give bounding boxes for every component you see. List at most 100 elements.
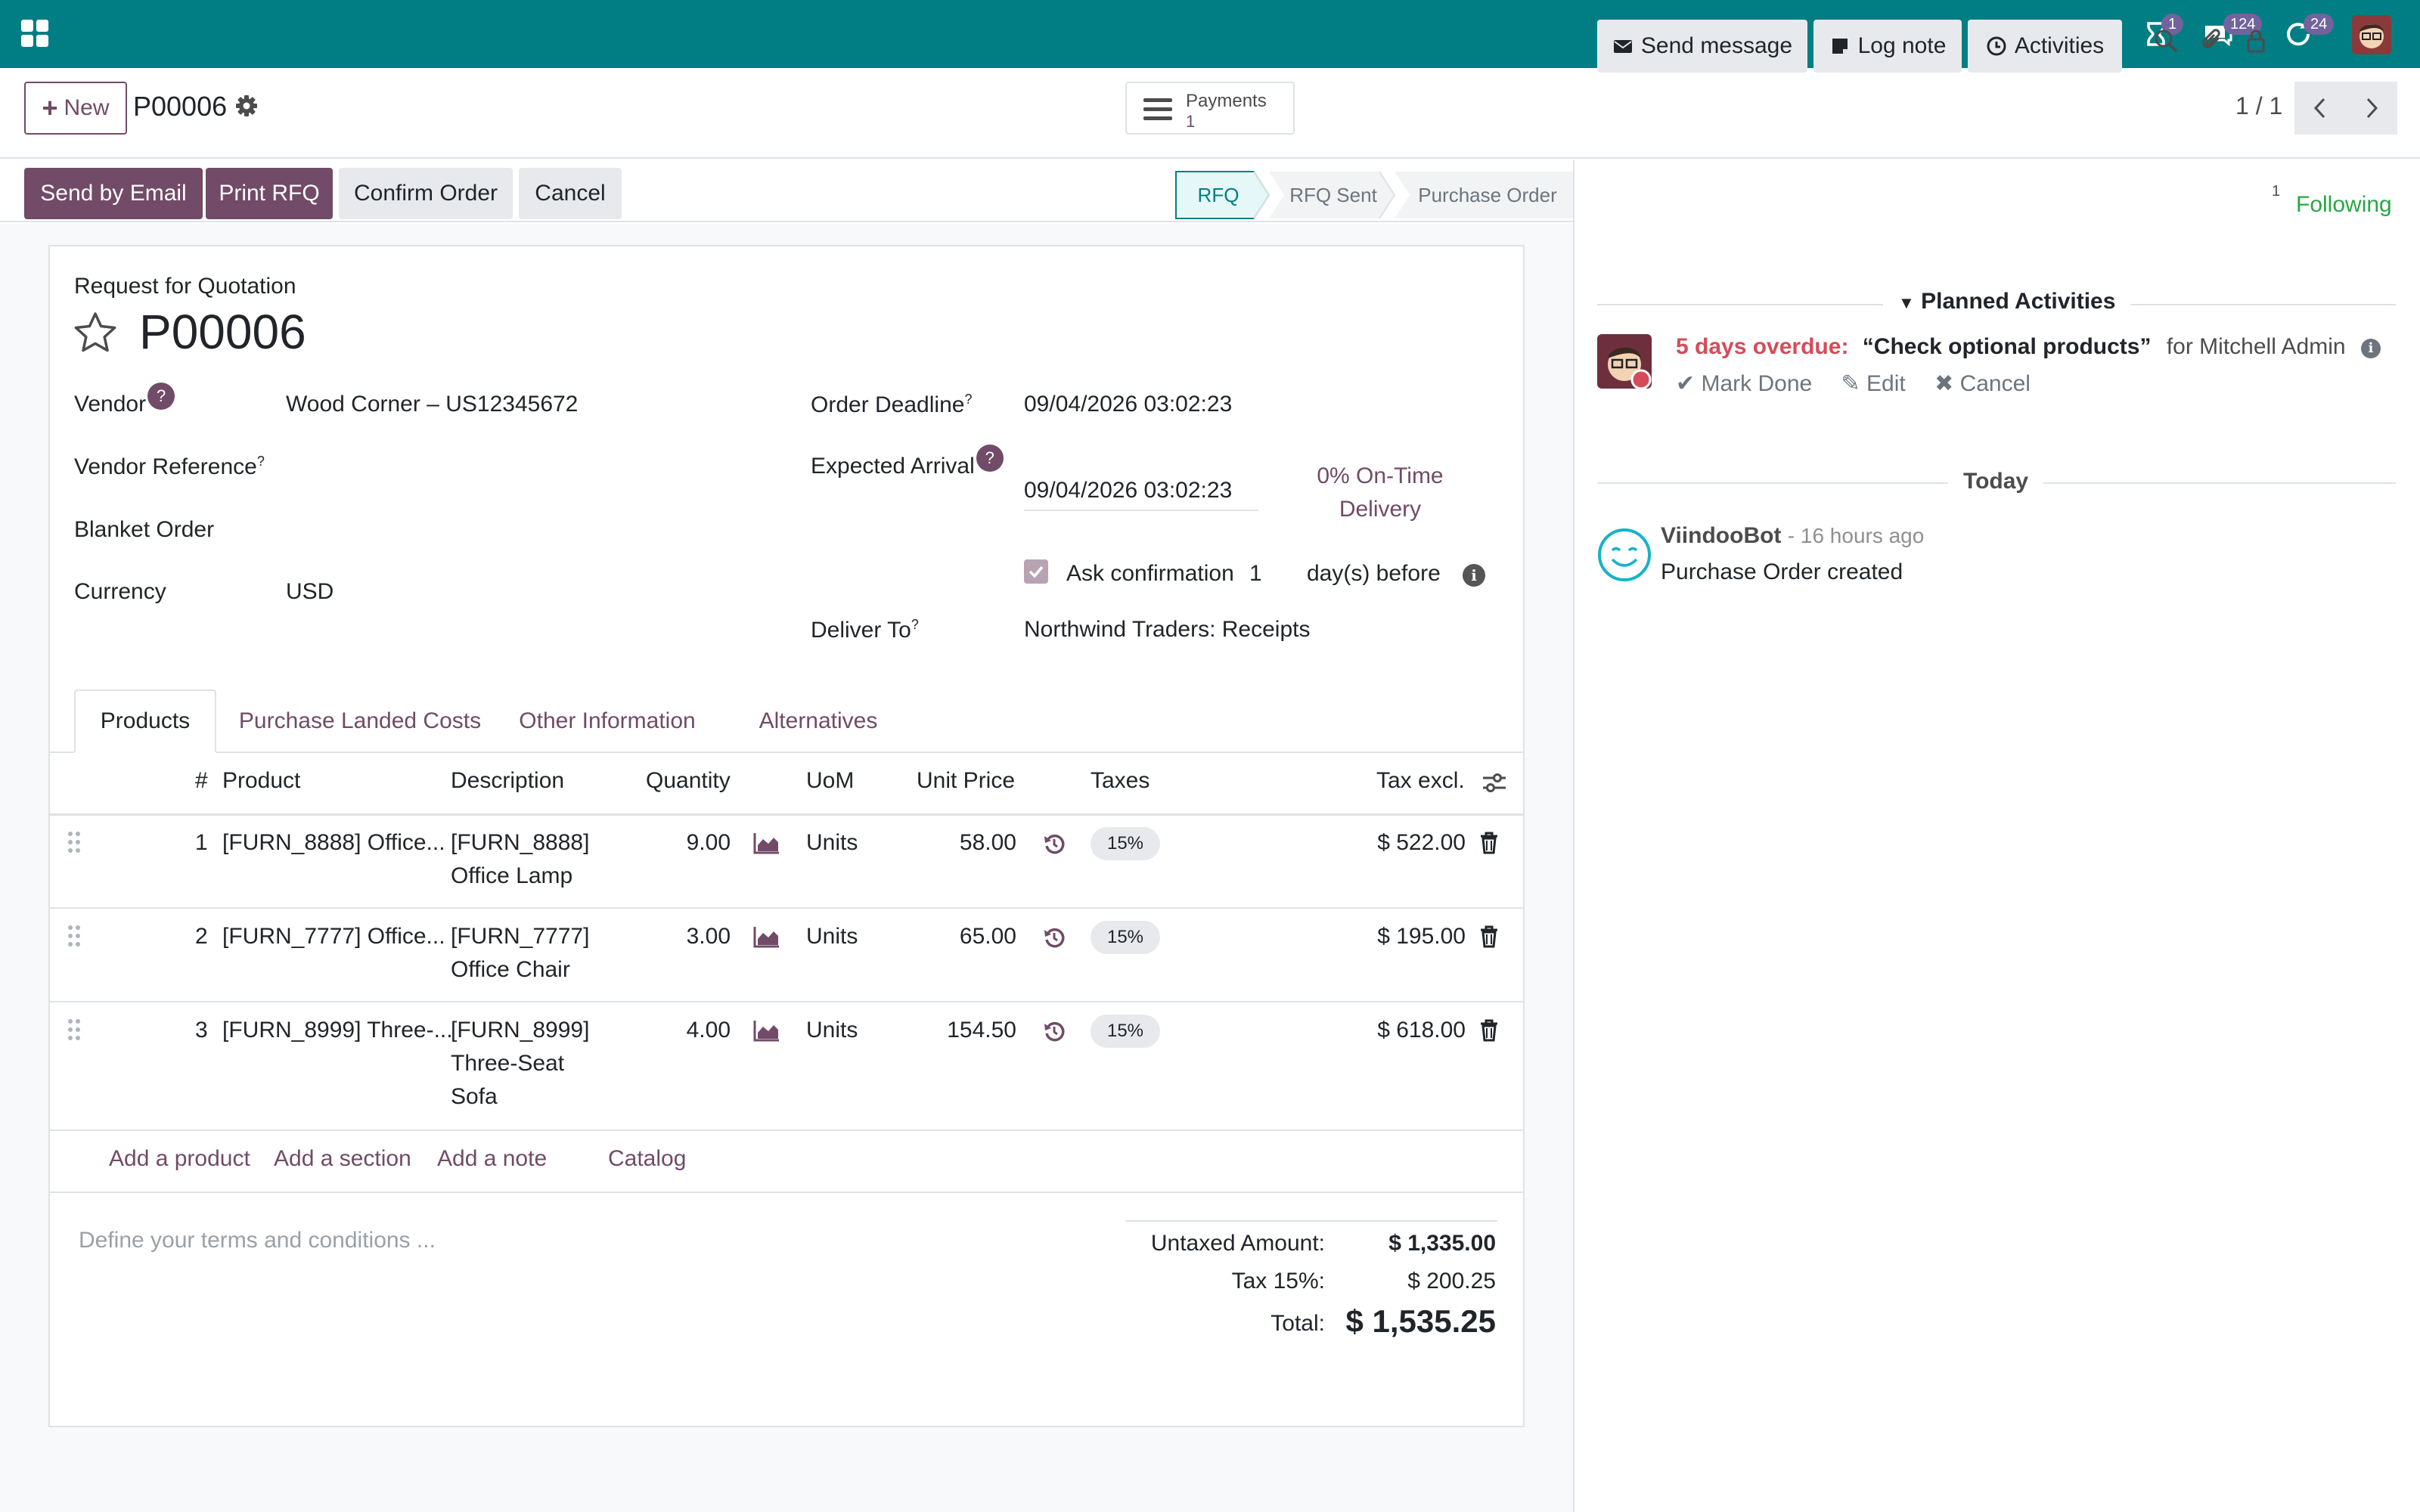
row-unit-price[interactable]: 154.50 <box>947 1018 1016 1043</box>
drag-handle-icon[interactable] <box>68 925 83 948</box>
row-unit-price[interactable]: 65.00 <box>959 924 1016 949</box>
tax-tag[interactable]: 15% <box>1091 921 1160 954</box>
price-history-icon[interactable] <box>1042 1019 1066 1043</box>
area-chart-icon[interactable] <box>753 832 780 854</box>
col-header-tax-excl[interactable]: Tax excl. <box>1376 768 1465 793</box>
row-product[interactable]: [FURN_8999] Three-... <box>222 1018 453 1043</box>
activity-info-icon[interactable]: i <box>2360 339 2381 358</box>
gear-icon[interactable] <box>234 94 259 118</box>
row-quantity[interactable]: 9.00 <box>686 830 731 855</box>
notebook-tabs: Products Purchase Landed Costs Other Inf… <box>48 689 1525 753</box>
row-description-line3[interactable]: Sofa <box>451 1084 498 1109</box>
vendor-reference-field[interactable] <box>286 451 740 484</box>
optional-columns-icon[interactable] <box>1481 770 1508 795</box>
trash-icon[interactable] <box>1479 832 1499 854</box>
row-quantity[interactable]: 4.00 <box>686 1018 731 1043</box>
row-quantity[interactable]: 3.00 <box>686 924 731 949</box>
planned-activities-toggle[interactable]: ▼ Planned Activities <box>1883 289 2131 314</box>
edit-activity-button[interactable]: ✎ Edit <box>1841 371 1906 396</box>
tab-products[interactable]: Products <box>74 689 216 753</box>
row-uom[interactable]: Units <box>806 830 858 855</box>
send-by-email-button[interactable]: Send by Email <box>24 168 203 219</box>
row-description-line2[interactable]: Office Lamp <box>451 863 573 888</box>
stage-rfq[interactable]: RFQ <box>1197 183 1239 206</box>
row-unit-price[interactable]: 58.00 <box>959 830 1016 855</box>
col-header-taxes[interactable]: Taxes <box>1091 768 1150 793</box>
currency-field[interactable]: USD <box>286 579 334 604</box>
mark-done-button[interactable]: ✔ Mark Done <box>1676 371 1813 396</box>
refresh-icon[interactable]: 24 <box>2281 14 2335 51</box>
blanket-order-field[interactable] <box>286 514 740 547</box>
row-description-line1[interactable]: [FURN_7777] <box>451 924 590 949</box>
tab-other-information[interactable]: Other Information <box>519 708 696 733</box>
catalog-link[interactable]: Catalog <box>608 1146 687 1171</box>
new-button-label: New <box>64 95 110 120</box>
payments-smart-button[interactable]: Payments 1 <box>1125 82 1295 135</box>
ask-confirmation-checkbox[interactable] <box>1024 559 1048 584</box>
tax-tag[interactable]: 15% <box>1091 827 1160 860</box>
col-header-quantity[interactable]: Quantity <box>646 768 731 793</box>
stage-rfq-sent[interactable]: RFQ Sent <box>1289 183 1377 206</box>
price-history-icon[interactable] <box>1042 832 1066 856</box>
new-button[interactable]: + New <box>24 82 127 135</box>
on-time-delivery-button[interactable]: 0% On-Time Delivery <box>1286 460 1475 526</box>
add-note-link[interactable]: Add a note <box>437 1146 548 1171</box>
row-product[interactable]: [FURN_8888] Office... <box>222 830 445 855</box>
user-avatar[interactable] <box>2352 15 2391 54</box>
col-header-description[interactable]: Description <box>451 768 565 793</box>
row-uom[interactable]: Units <box>806 1018 858 1043</box>
cancel-activity-button[interactable]: ✖ Cancel <box>1934 371 2031 396</box>
drag-handle-icon[interactable] <box>68 1019 83 1042</box>
chatter-panel <box>1573 160 2420 1512</box>
vendor-field[interactable]: Wood Corner – US12345672 <box>286 392 579 417</box>
col-header-unit-price[interactable]: Unit Price <box>917 768 1016 793</box>
pager-value[interactable]: 1 / 1 <box>2235 92 2283 119</box>
row-product[interactable]: [FURN_7777] Office... <box>222 924 445 949</box>
plus-icon: + <box>42 92 58 123</box>
search-icon[interactable] <box>2152 27 2180 54</box>
expected-arrival-field[interactable]: 09/04/2026 03:02:23 <box>1024 478 1233 503</box>
paperclip-icon[interactable] <box>2199 27 2226 54</box>
tab-alternatives[interactable]: Alternatives <box>759 708 878 733</box>
terms-conditions-field[interactable]: Define your terms and conditions ... <box>79 1228 436 1253</box>
tax-tag[interactable]: 15% <box>1091 1015 1160 1048</box>
ask-confirmation-days-field[interactable]: 1 <box>1249 561 1262 586</box>
cancel-order-button[interactable]: Cancel <box>519 168 622 219</box>
row-description-line1[interactable]: [FURN_8888] <box>451 830 590 855</box>
following-button[interactable]: Following <box>2296 192 2392 217</box>
confirm-order-button[interactable]: Confirm Order <box>339 168 513 219</box>
order-deadline-field[interactable]: 09/04/2026 03:02:23 <box>1024 392 1233 417</box>
pager-previous-button[interactable] <box>2294 82 2346 135</box>
area-chart-icon[interactable] <box>753 1019 780 1042</box>
help-tooltip-icon[interactable]: ? <box>147 383 175 410</box>
col-header-uom[interactable]: UoM <box>806 768 855 793</box>
lock-icon[interactable] <box>2243 27 2270 54</box>
row-description-line2[interactable]: Office Chair <box>451 957 570 982</box>
trash-icon[interactable] <box>1479 1019 1499 1042</box>
activities-button[interactable]: Activities <box>1968 20 2122 73</box>
message-author[interactable]: ViindooBot <box>1661 523 1782 548</box>
pager-next-button[interactable] <box>2346 82 2397 135</box>
apps-grid-icon[interactable] <box>21 20 50 48</box>
drag-handle-icon[interactable] <box>68 832 83 854</box>
print-rfq-button[interactable]: Print RFQ <box>206 168 333 219</box>
stage-purchase-order[interactable]: Purchase Order <box>1418 183 1557 206</box>
log-note-button[interactable]: Log note <box>1813 20 1962 73</box>
row-description-line1[interactable]: [FURN_8999] <box>451 1018 590 1043</box>
table-footer-border <box>50 1191 1523 1193</box>
price-history-icon[interactable] <box>1042 925 1066 950</box>
trash-icon[interactable] <box>1479 925 1499 948</box>
row-uom[interactable]: Units <box>806 924 858 949</box>
send-message-button[interactable]: Send message <box>1597 20 1807 73</box>
row-description-line2[interactable]: Three-Seat <box>451 1051 565 1076</box>
tab-purchase-landed-costs[interactable]: Purchase Landed Costs <box>238 708 482 733</box>
info-icon[interactable]: i <box>1463 564 1485 587</box>
help-mark: ? <box>911 617 919 632</box>
deliver-to-field[interactable]: Northwind Traders: Receipts <box>1024 617 1311 642</box>
help-tooltip-icon[interactable]: ? <box>976 445 1004 472</box>
col-header-product[interactable]: Product <box>222 768 301 793</box>
star-icon[interactable] <box>73 310 118 355</box>
add-product-link[interactable]: Add a product <box>109 1146 250 1171</box>
add-section-link[interactable]: Add a section <box>274 1146 411 1171</box>
area-chart-icon[interactable] <box>753 925 780 948</box>
